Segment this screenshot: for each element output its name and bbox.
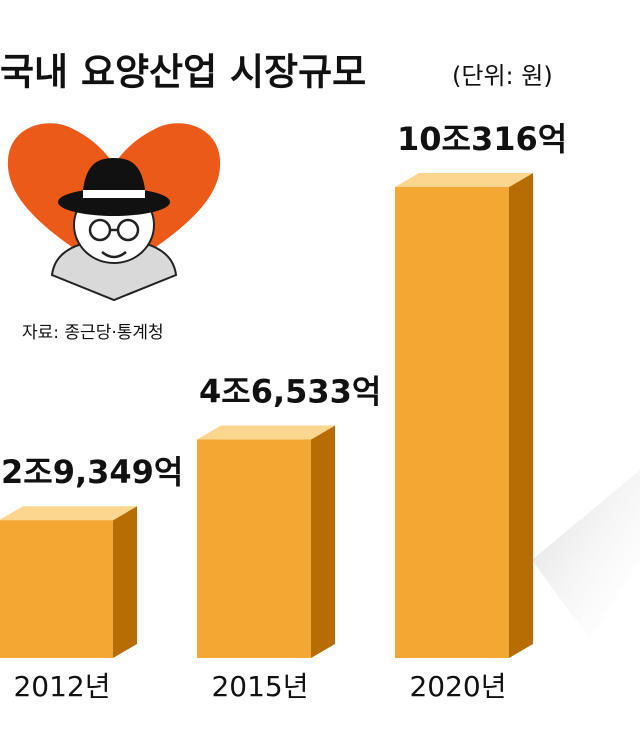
- illustration: [7, 123, 221, 302]
- bar-top: [395, 173, 533, 187]
- bar-side: [113, 506, 137, 658]
- x-tick-label: 2020년: [409, 670, 506, 703]
- chart-title: 국내 요양산업 시장규모: [0, 51, 366, 94]
- bar-side: [509, 173, 533, 658]
- bar-top: [0, 506, 137, 521]
- chart-subtitle: (단위: 원): [452, 62, 553, 90]
- value-label: 10조316억: [397, 120, 567, 158]
- x-tick-label: 2012년: [13, 670, 110, 703]
- shadow: [532, 470, 640, 640]
- source: 자료: 종근당·통계청: [22, 323, 164, 343]
- bar-top: [197, 425, 335, 440]
- x-tick-label: 2015년: [211, 670, 308, 703]
- value-label: 2조9,349억: [1, 453, 183, 491]
- bar-side: [311, 425, 335, 658]
- bar: [395, 187, 509, 658]
- value-label: 4조6,533억: [199, 373, 381, 411]
- bar: [0, 520, 113, 658]
- bar: [197, 439, 311, 658]
